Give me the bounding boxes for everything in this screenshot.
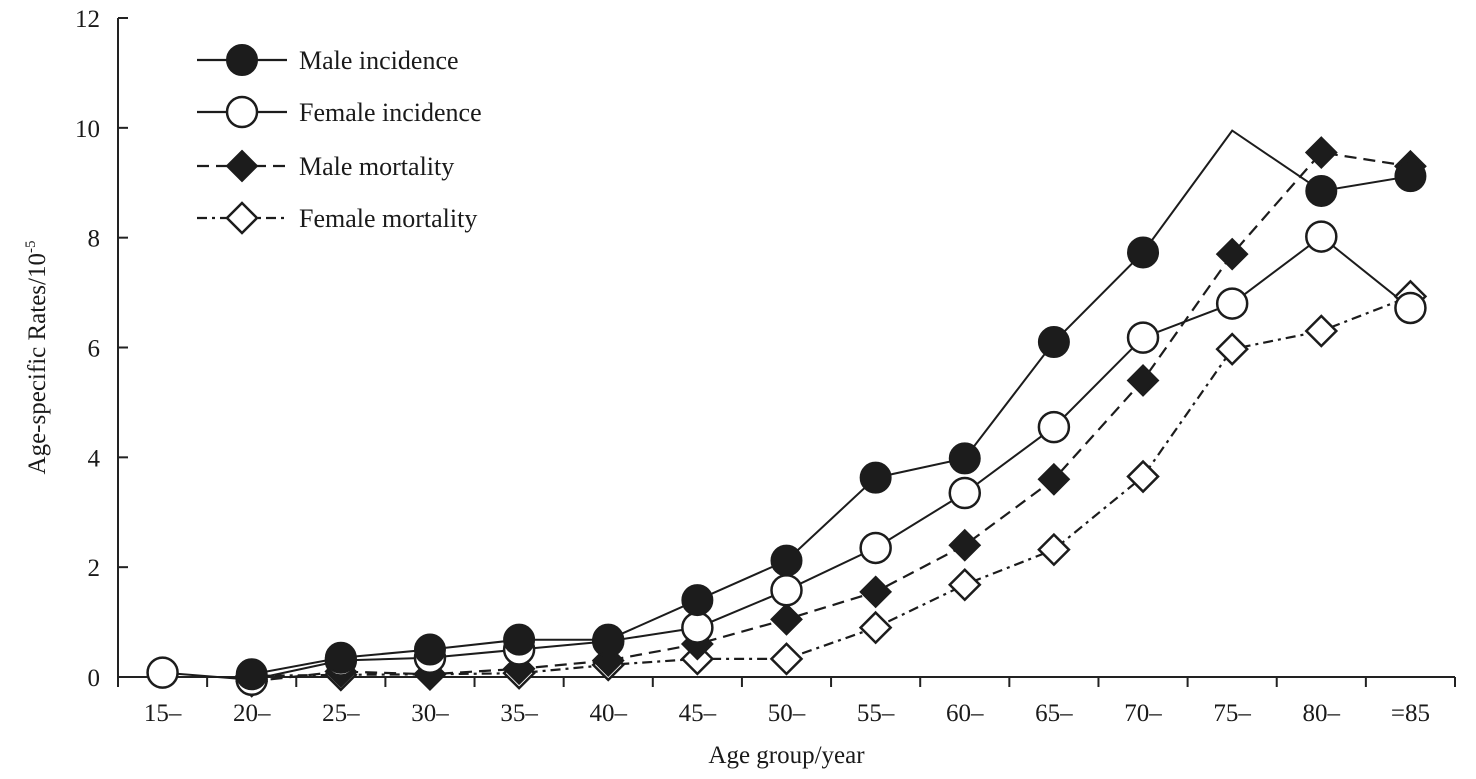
male-incidence-point xyxy=(1394,160,1427,193)
x-tick-label: 20– xyxy=(233,700,271,727)
legend-label: Male mortality xyxy=(299,152,454,181)
x-tick-label: 65– xyxy=(1035,700,1073,727)
female-incidence-point xyxy=(146,656,179,689)
y-axis-title: Age-specific Rates/10-5 xyxy=(23,241,51,475)
male-incidence-point xyxy=(1127,236,1160,269)
female-mortality-point xyxy=(1126,459,1160,494)
male-mortality-point xyxy=(1037,462,1071,496)
x-tick-label: 25– xyxy=(322,700,360,727)
y-tick-label: 10 xyxy=(75,116,100,143)
x-tick-label: 40– xyxy=(589,700,627,727)
x-tick-label: =85 xyxy=(1391,700,1430,727)
female-incidence-point xyxy=(1037,410,1071,444)
legend-item-female-mortality: Female mortality xyxy=(197,201,477,235)
male-incidence-point xyxy=(235,658,268,691)
female-mortality-point xyxy=(1037,532,1071,567)
legend-item-male-mortality: Male mortality xyxy=(197,149,454,183)
male-mortality-point xyxy=(1126,364,1160,397)
female-incidence-point xyxy=(770,573,803,607)
x-tick-label: 80– xyxy=(1303,700,1341,727)
x-tick-label: 15– xyxy=(144,700,182,727)
male-mortality-point xyxy=(1215,237,1249,271)
x-tick-label: 45– xyxy=(679,700,717,727)
female-incidence-point xyxy=(1394,291,1427,325)
y-tick-label: 12 xyxy=(75,6,100,33)
legend-item-female-incidence: Female incidence xyxy=(197,95,482,129)
legend-marker xyxy=(226,44,258,76)
x-tick-label: 70– xyxy=(1124,700,1162,727)
male-incidence-point xyxy=(1037,326,1070,359)
legend: Male incidence Female incidence Male morta… xyxy=(197,44,482,235)
male-mortality-point xyxy=(859,575,893,609)
legend-label: Female incidence xyxy=(299,98,482,127)
y-tick-label: 0 xyxy=(88,665,101,692)
y-axis-title-exponent: -5 xyxy=(23,241,39,254)
female-incidence-point xyxy=(1305,220,1338,253)
female-mortality-point xyxy=(1304,314,1339,348)
x-tick-label: 75– xyxy=(1213,700,1251,727)
male-mortality-point xyxy=(948,528,982,562)
male-incidence-point xyxy=(413,633,446,666)
y-tick-label: 8 xyxy=(88,226,101,253)
legend-marker xyxy=(225,201,259,235)
legend-marker xyxy=(225,149,259,183)
legend-label: Female mortality xyxy=(299,204,477,233)
legend-item-male-incidence: Male incidence xyxy=(197,44,459,76)
female-mortality-point xyxy=(769,642,804,676)
male-mortality-point xyxy=(770,602,803,636)
female-mortality-points xyxy=(234,279,1428,693)
female-mortality-point xyxy=(947,567,982,602)
y-axis-title-text: Age-specific Rates/10 xyxy=(24,253,51,474)
x-axis-title: Age group/year xyxy=(708,742,865,769)
female-incidence-point xyxy=(1215,287,1249,320)
male-incidence-points xyxy=(235,160,1427,691)
male-incidence-point xyxy=(770,544,803,577)
female-incidence-point xyxy=(681,611,714,644)
male-incidence-point xyxy=(592,623,625,656)
y-axis-ticks: 0 2 4 6 8 10 12 xyxy=(75,6,128,692)
female-mortality-point xyxy=(858,610,893,645)
male-incidence-point xyxy=(503,623,536,656)
male-mortality-point xyxy=(1304,136,1338,169)
female-incidence-point xyxy=(859,531,892,565)
x-tick-label: 30– xyxy=(411,700,449,727)
y-tick-label: 2 xyxy=(88,555,101,582)
x-tick-label: 55– xyxy=(857,700,895,727)
legend-label: Male incidence xyxy=(299,46,459,75)
female-incidence-point xyxy=(948,476,982,510)
male-incidence-point xyxy=(681,584,714,617)
x-tick-label: 50– xyxy=(768,700,806,727)
male-incidence-point xyxy=(1305,174,1338,207)
x-tick-label: 35– xyxy=(500,700,538,727)
y-tick-label: 6 xyxy=(88,336,101,363)
series-markers xyxy=(146,136,1428,698)
y-tick-label: 4 xyxy=(88,445,101,472)
female-mortality-point xyxy=(1215,332,1249,366)
legend-marker xyxy=(225,95,259,129)
x-axis-ticks: 15– 20– 25– 30– 35– 40– 45– 50– 55– 60– 65– 70– 75– 8… xyxy=(117,677,1456,727)
female-incidence-point xyxy=(1126,321,1160,354)
series-group xyxy=(146,129,1428,698)
male-incidence-point xyxy=(859,461,892,494)
x-tick-label: 60– xyxy=(946,700,984,727)
male-incidence-point xyxy=(948,442,981,475)
male-incidence-point xyxy=(324,641,357,674)
